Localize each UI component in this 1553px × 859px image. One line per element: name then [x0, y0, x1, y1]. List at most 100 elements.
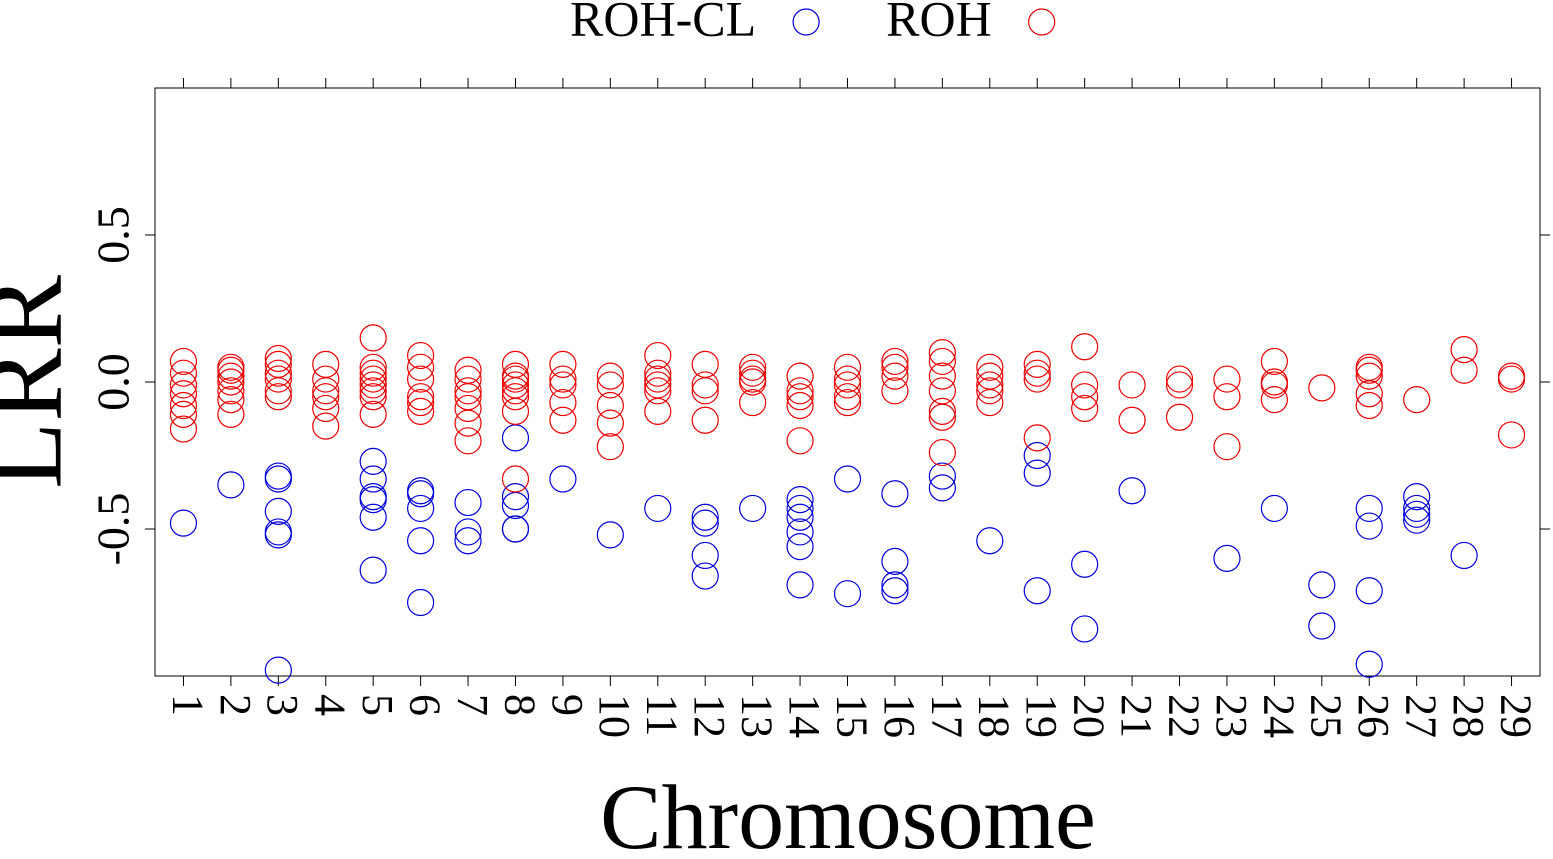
point — [1071, 550, 1099, 578]
point — [1308, 571, 1336, 599]
point — [454, 383, 482, 411]
point — [1355, 356, 1383, 384]
point — [549, 465, 577, 493]
point — [407, 397, 435, 425]
point — [1403, 386, 1431, 414]
point — [1260, 494, 1288, 523]
point — [1165, 403, 1194, 431]
x-tick-label: 18 — [970, 694, 1019, 738]
point — [217, 362, 245, 390]
point — [217, 368, 245, 396]
point — [454, 409, 482, 437]
x-tick-label: 17 — [922, 694, 971, 738]
point — [786, 377, 814, 405]
point — [1450, 356, 1478, 384]
point — [1355, 650, 1383, 678]
point — [454, 518, 482, 546]
point — [549, 350, 577, 378]
point — [928, 377, 956, 405]
point — [1497, 421, 1526, 449]
point — [928, 397, 956, 425]
x-tick-label: 15 — [827, 694, 876, 738]
legend-marker — [1028, 8, 1056, 36]
point — [786, 518, 814, 546]
point — [1355, 362, 1383, 390]
x-tick-label: 4 — [306, 694, 355, 716]
point — [501, 383, 530, 411]
point — [264, 462, 292, 490]
point — [169, 415, 198, 443]
point — [1308, 374, 1336, 402]
point — [881, 353, 909, 381]
x-tick-label: 14 — [780, 694, 829, 738]
legend-marker — [792, 8, 820, 36]
x-tick-label: 2 — [211, 694, 260, 716]
point — [264, 383, 292, 411]
point — [264, 518, 292, 546]
point — [1213, 544, 1241, 573]
point — [1355, 380, 1383, 408]
point — [739, 359, 767, 387]
x-tick-label: 27 — [1397, 694, 1446, 738]
x-tick-label: 3 — [258, 694, 307, 716]
point — [359, 383, 387, 411]
point — [264, 359, 292, 387]
point — [928, 438, 956, 467]
point — [1023, 577, 1051, 605]
point — [976, 353, 1004, 381]
point — [881, 577, 909, 605]
point — [976, 377, 1004, 405]
point — [976, 388, 1004, 417]
point — [1023, 424, 1051, 452]
point — [1355, 512, 1383, 540]
y-tick-label: -0.5 — [88, 493, 139, 566]
point — [169, 391, 198, 420]
point — [1118, 477, 1146, 505]
point — [454, 365, 482, 393]
point — [407, 527, 435, 555]
x-tick-label: 9 — [543, 694, 592, 716]
point — [881, 362, 909, 390]
point — [1213, 383, 1241, 411]
point — [264, 465, 292, 493]
point — [881, 480, 909, 508]
point — [264, 344, 292, 373]
point — [1450, 336, 1478, 364]
point — [786, 533, 814, 561]
point — [549, 371, 577, 399]
point — [501, 377, 530, 405]
point — [1403, 506, 1431, 534]
point — [1118, 406, 1146, 434]
point — [264, 521, 292, 549]
point — [1165, 371, 1194, 399]
point — [359, 400, 387, 428]
point — [1260, 386, 1288, 414]
point — [786, 391, 814, 420]
point — [833, 353, 862, 381]
point — [1071, 394, 1099, 423]
point — [644, 494, 672, 523]
point — [359, 359, 387, 387]
point — [786, 494, 814, 523]
point — [501, 397, 530, 425]
point — [691, 350, 719, 378]
point — [739, 365, 767, 393]
point — [454, 427, 482, 455]
point — [169, 509, 198, 537]
point — [1497, 365, 1526, 393]
point — [264, 656, 292, 684]
point — [881, 547, 909, 575]
point — [312, 412, 340, 440]
point — [501, 424, 530, 452]
point — [454, 527, 482, 555]
point — [169, 347, 198, 376]
point — [407, 365, 435, 393]
point — [881, 377, 909, 405]
point — [359, 447, 387, 475]
point — [691, 562, 719, 590]
point — [1023, 459, 1051, 487]
point — [1403, 494, 1431, 523]
point — [739, 368, 767, 396]
point — [359, 483, 387, 511]
point — [833, 465, 862, 493]
